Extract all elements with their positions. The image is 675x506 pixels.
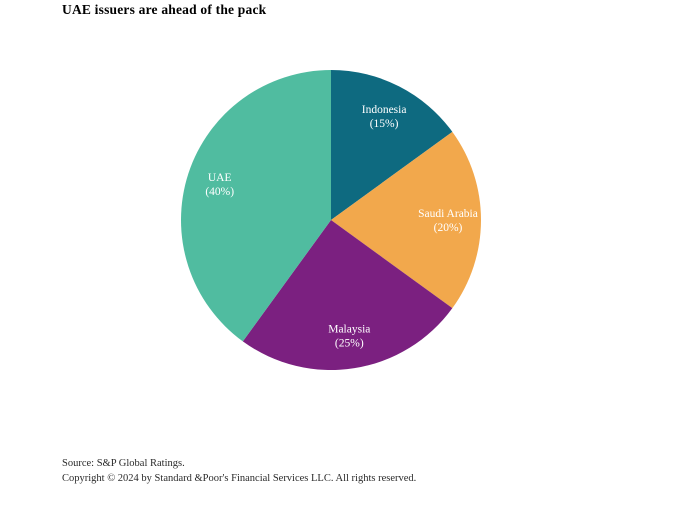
pie-slice-label-saudi-arabia: Saudi Arabia (20%) — [418, 208, 478, 234]
footer: Source: S&P Global Ratings. Copyright © … — [62, 456, 416, 486]
pie-slice-label-malaysia: Malaysia (25%) — [328, 324, 370, 350]
pie-slice-label-uae: UAE (40%) — [205, 172, 234, 198]
pie-slice-label-indonesia: Indonesia (15%) — [362, 104, 407, 130]
pie-slice-indonesia — [331, 70, 453, 220]
pie-slice-saudi-arabia — [331, 131, 481, 309]
source-note: Source: S&P Global Ratings. — [62, 458, 185, 469]
chart-title: UAE issuers are ahead of the pack — [62, 2, 267, 17]
pie-slice-malaysia — [242, 220, 453, 370]
pie-slice-uae — [181, 70, 331, 342]
copyright-note: Copyright © 2024 by Standard &Poor's Fin… — [62, 473, 417, 484]
